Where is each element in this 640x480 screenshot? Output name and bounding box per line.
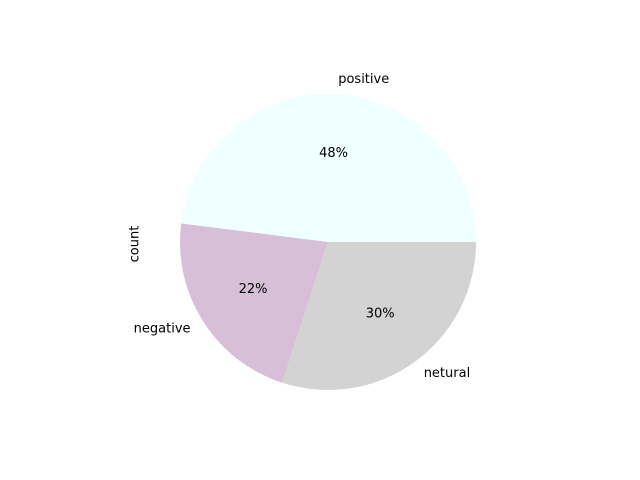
- slice-percent-negative: 22%: [239, 282, 268, 297]
- slice-label-positive: positive: [338, 72, 389, 87]
- slice-label-netural: netural: [424, 366, 471, 381]
- y-axis-label: count: [128, 226, 143, 263]
- slice-label-negative: negative: [134, 322, 191, 337]
- labels-layer: positive 48% negative 22% netural 30%: [134, 72, 471, 381]
- pie-slice-netural: [282, 242, 476, 390]
- slices-layer: [180, 93, 476, 390]
- pie-slice-negative: [180, 223, 328, 383]
- slice-percent-netural: 30%: [366, 306, 395, 321]
- pie-slice-positive: [181, 93, 476, 243]
- slice-percent-positive: 48%: [319, 146, 348, 161]
